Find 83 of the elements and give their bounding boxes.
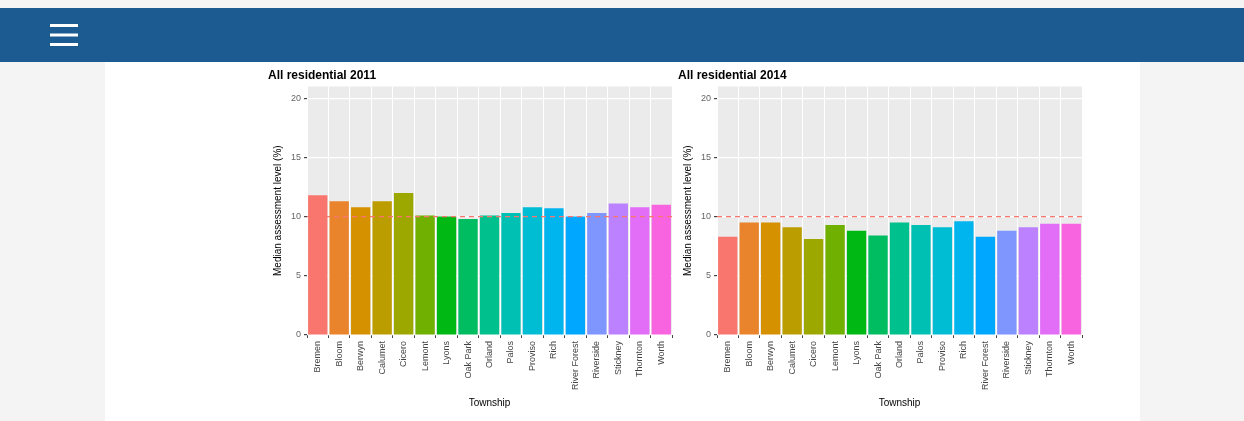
bar (415, 215, 435, 335)
x-tick-label: Stickney (612, 340, 623, 376)
bar (718, 236, 738, 335)
bar (587, 213, 607, 335)
bar (889, 222, 910, 335)
x-tick-label: Bloom (333, 340, 344, 367)
bar (393, 192, 414, 335)
y-tick-label: 5 (706, 270, 712, 281)
x-tick-label: Lemont (419, 340, 430, 372)
bar (761, 222, 781, 335)
bar (825, 224, 845, 335)
y-tick-label: 0 (706, 329, 712, 340)
bar (954, 221, 974, 335)
x-tick-label: Thornton (634, 340, 645, 378)
x-tick-label: Palos (505, 340, 516, 364)
bar (544, 208, 564, 335)
y-tick-label: 10 (291, 211, 302, 222)
x-tick-label: Lyons (441, 340, 452, 365)
x-tick-label: Calumet (376, 340, 387, 375)
bar (782, 227, 802, 335)
x-tick-label: Bloom (743, 340, 754, 367)
x-tick-label: Worth (1065, 340, 1076, 365)
x-tick-label: Palos (915, 340, 926, 364)
bar (651, 204, 671, 335)
x-tick-label: Orland (893, 340, 904, 369)
bar (458, 218, 478, 335)
x-tick-label: Calumet (786, 340, 797, 375)
chart-title: All residential 2014 (678, 67, 788, 82)
x-tick-label: Bremen (722, 340, 733, 373)
bar (522, 207, 543, 335)
x-tick-label: Riverside (591, 340, 602, 379)
x-tick-label: Bremen (312, 340, 323, 373)
x-tick-label: Rich (548, 340, 559, 360)
x-tick-label: Oak Park (462, 340, 473, 379)
y-tick-label: 20 (701, 92, 712, 103)
bar (846, 230, 867, 335)
y-tick-label: 0 (296, 329, 302, 340)
bar (608, 203, 628, 335)
bar (479, 215, 500, 335)
bar (329, 201, 349, 335)
bar (975, 236, 996, 335)
x-axis-title: Township (468, 396, 511, 408)
bar (565, 216, 586, 335)
bar (997, 230, 1017, 335)
x-tick-label: Orland (483, 340, 494, 369)
bar (501, 213, 521, 335)
bar (372, 201, 392, 335)
bar (803, 239, 824, 335)
x-tick-label: Berwyn (765, 340, 776, 372)
bar (911, 224, 931, 335)
x-tick-label: River Forest (979, 340, 990, 391)
y-tick-label: 15 (291, 151, 302, 162)
bar (739, 222, 759, 335)
x-tick-label: Stickney (1022, 340, 1033, 376)
x-tick-label: Rich (958, 340, 969, 360)
x-tick-label: River Forest (569, 340, 580, 391)
chart-title: All residential 2011 (268, 67, 377, 82)
x-tick-label: Proviso (936, 340, 947, 372)
x-tick-label: Oak Park (872, 340, 883, 379)
x-tick-label: Cicero (398, 340, 409, 368)
x-tick-label: Lemont (829, 340, 840, 372)
y-axis-title: Median assessment level (%) (681, 145, 693, 276)
y-tick-label: 20 (291, 92, 302, 103)
x-tick-label: Riverside (1001, 340, 1012, 379)
x-tick-label: Berwyn (355, 340, 366, 372)
bar (1018, 227, 1038, 335)
bar (1061, 223, 1081, 335)
x-tick-label: Worth (655, 340, 666, 365)
bar (868, 235, 888, 335)
bar (351, 207, 371, 335)
x-tick-label: Thornton (1044, 340, 1055, 378)
bar (1040, 223, 1060, 335)
x-tick-label: Proviso (526, 340, 537, 372)
x-axis-title: Township (878, 396, 921, 408)
bar (630, 207, 650, 335)
x-tick-label: Cicero (808, 340, 819, 368)
bar (436, 216, 457, 335)
y-tick-label: 15 (701, 151, 712, 162)
y-tick-label: 10 (701, 211, 712, 222)
y-tick-label: 5 (296, 270, 302, 281)
bar (932, 227, 953, 335)
y-axis-title: Median assessment level (%) (271, 145, 283, 276)
x-tick-label: Lyons (851, 340, 862, 365)
